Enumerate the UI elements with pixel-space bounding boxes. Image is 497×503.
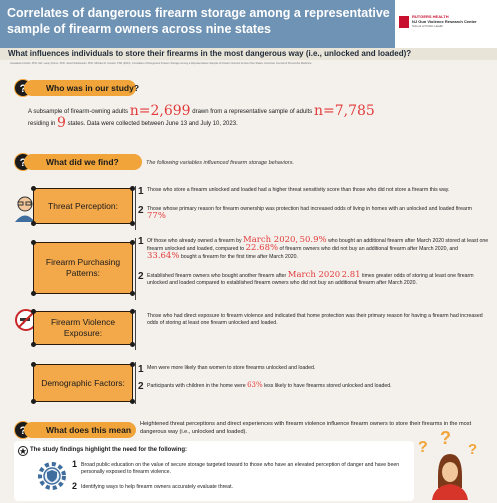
date-highlight: March 2020,: [243, 235, 299, 245]
item-number: 2: [138, 381, 144, 392]
n-owners: n=2,699: [129, 103, 191, 119]
logo-school: School of Public Health: [412, 24, 444, 28]
thinking-person-icon: ? ? ?: [418, 430, 477, 500]
svg-text:?: ?: [440, 430, 451, 448]
divider: [135, 362, 136, 404]
item-text: Those who store a firearm unlocked and l…: [147, 187, 450, 193]
study-line-1: A subsample of firearm-owning adults n=2…: [28, 104, 488, 118]
n-total: n=7,785: [313, 103, 375, 119]
item-number: 1: [72, 459, 78, 469]
item-text: Participants with children in the home w…: [147, 383, 246, 389]
section-heading-study: Who was in our study?: [24, 80, 139, 96]
section-heading-found: What did we find?: [24, 154, 142, 170]
item-text: Those who had direct exposure to firearm…: [147, 313, 483, 326]
svg-text:?: ?: [418, 439, 428, 456]
need-item: 1 Broad public education on the value of…: [72, 459, 412, 476]
shield-icon: [399, 16, 409, 28]
item-text: Those whose primary reason for firearm o…: [147, 206, 472, 212]
factor-label: Firearm Violence Exposure:: [50, 317, 116, 338]
factor-label: Firearm Purchasing Patterns:: [45, 257, 121, 278]
needs-box: [14, 441, 414, 501]
factor-card-demographic: Demographic Factors:: [31, 362, 135, 404]
finding-item: 1 Those who store a firearm unlocked and…: [138, 186, 490, 197]
poster-title: Correlates of dangerous firearm storage …: [7, 6, 390, 36]
item-text: of firearm owners who did not buy an add…: [279, 246, 459, 252]
study-text-c: residing in: [28, 121, 56, 127]
finding-item: 1 Men were more likely than women to sto…: [138, 364, 490, 375]
stat-highlight: 63%: [247, 381, 263, 389]
item-text: Established firearm owners who bought an…: [147, 273, 287, 279]
needs-title: The study findings highlight the need fo…: [30, 447, 187, 453]
svg-text:?: ?: [468, 441, 477, 458]
findings-note: The following variables influenced firea…: [146, 160, 294, 166]
stat-highlight: 22.68%: [245, 243, 279, 253]
finding-item: 2 Participants with children in the home…: [138, 381, 490, 392]
item-number: 1: [138, 364, 144, 375]
study-text-d: states. Data were collected between June…: [67, 121, 238, 127]
header: Correlates of dangerous firearm storage …: [0, 0, 497, 48]
section-heading-meaning: What does this mean: [24, 422, 136, 438]
factor-card-violence: Firearm Violence Exposure:: [31, 309, 135, 347]
logo-university: RUTGERS HEALTH: [412, 14, 449, 19]
stat-highlight: 50.9%: [299, 235, 327, 245]
stat-highlight: 77%: [147, 211, 166, 221]
factor-label: Threat Perception:: [48, 200, 118, 211]
item-text: Of those who already owned a firearm by: [147, 238, 242, 244]
item-text: who bought an additional firearm after M…: [147, 238, 489, 252]
item-text: Men were more likely than women to store…: [147, 365, 316, 371]
meaning-text: Heightened threat perceptions and direct…: [140, 421, 472, 435]
citation: Anastasia Chudin, PhD, MA; Lacey Doran, …: [10, 62, 313, 65]
item-text: Identifying ways to help firearm owners …: [81, 484, 233, 490]
divider: [135, 310, 136, 350]
item-number: 2: [138, 205, 144, 216]
item-text: Broad public education on the value of s…: [81, 462, 400, 475]
stat-highlight: 2.81: [341, 270, 361, 280]
research-question: What influences individuals to store the…: [0, 48, 497, 60]
gear-shield-icon: [38, 462, 66, 490]
finding-item: 2 Established firearm owners who bought …: [138, 270, 490, 287]
item-number: 1: [138, 236, 144, 247]
need-item: 2 Identifying ways to help firearm owner…: [72, 481, 412, 491]
finding-item: 1 Of those who already owned a firearm b…: [138, 235, 490, 261]
date-highlight: March 2020: [287, 270, 341, 280]
study-text-b: drawn from a representative sample of ad…: [192, 109, 313, 115]
states-count: 9: [57, 115, 66, 131]
stat-highlight: 33.64%: [147, 251, 180, 261]
item-number: 1: [138, 186, 144, 197]
factor-card-threat: Threat Perception:: [31, 186, 135, 226]
crossed-firearm-icon: [15, 309, 37, 331]
factor-card-purchasing: Firearm Purchasing Patterns:: [31, 240, 135, 296]
item-text: times greater odds of storing at least o…: [147, 273, 474, 286]
item-text: bought a firearm for the first time afte…: [180, 254, 298, 260]
divider: [135, 238, 136, 300]
star-icon: [18, 446, 28, 456]
study-line-2: residing in 9 states. Data were collecte…: [28, 116, 488, 130]
person-with-glasses-icon: [15, 196, 35, 222]
factor-label: Demographic Factors:: [41, 377, 125, 388]
divider: [135, 186, 136, 230]
logo-center: NJ Gun Violence Research Center: [412, 19, 477, 24]
title-band: Correlates of dangerous firearm storage …: [0, 0, 395, 48]
item-text: less likely to have firearms stored unlo…: [264, 383, 392, 389]
item-number: 2: [72, 481, 78, 491]
item-number: 2: [138, 271, 144, 282]
finding-item: Those who had direct exposure to firearm…: [138, 313, 490, 327]
finding-item: 2 Those whose primary reason for firearm…: [138, 206, 490, 221]
study-text-a: A subsample of firearm-owning adults: [28, 109, 129, 115]
